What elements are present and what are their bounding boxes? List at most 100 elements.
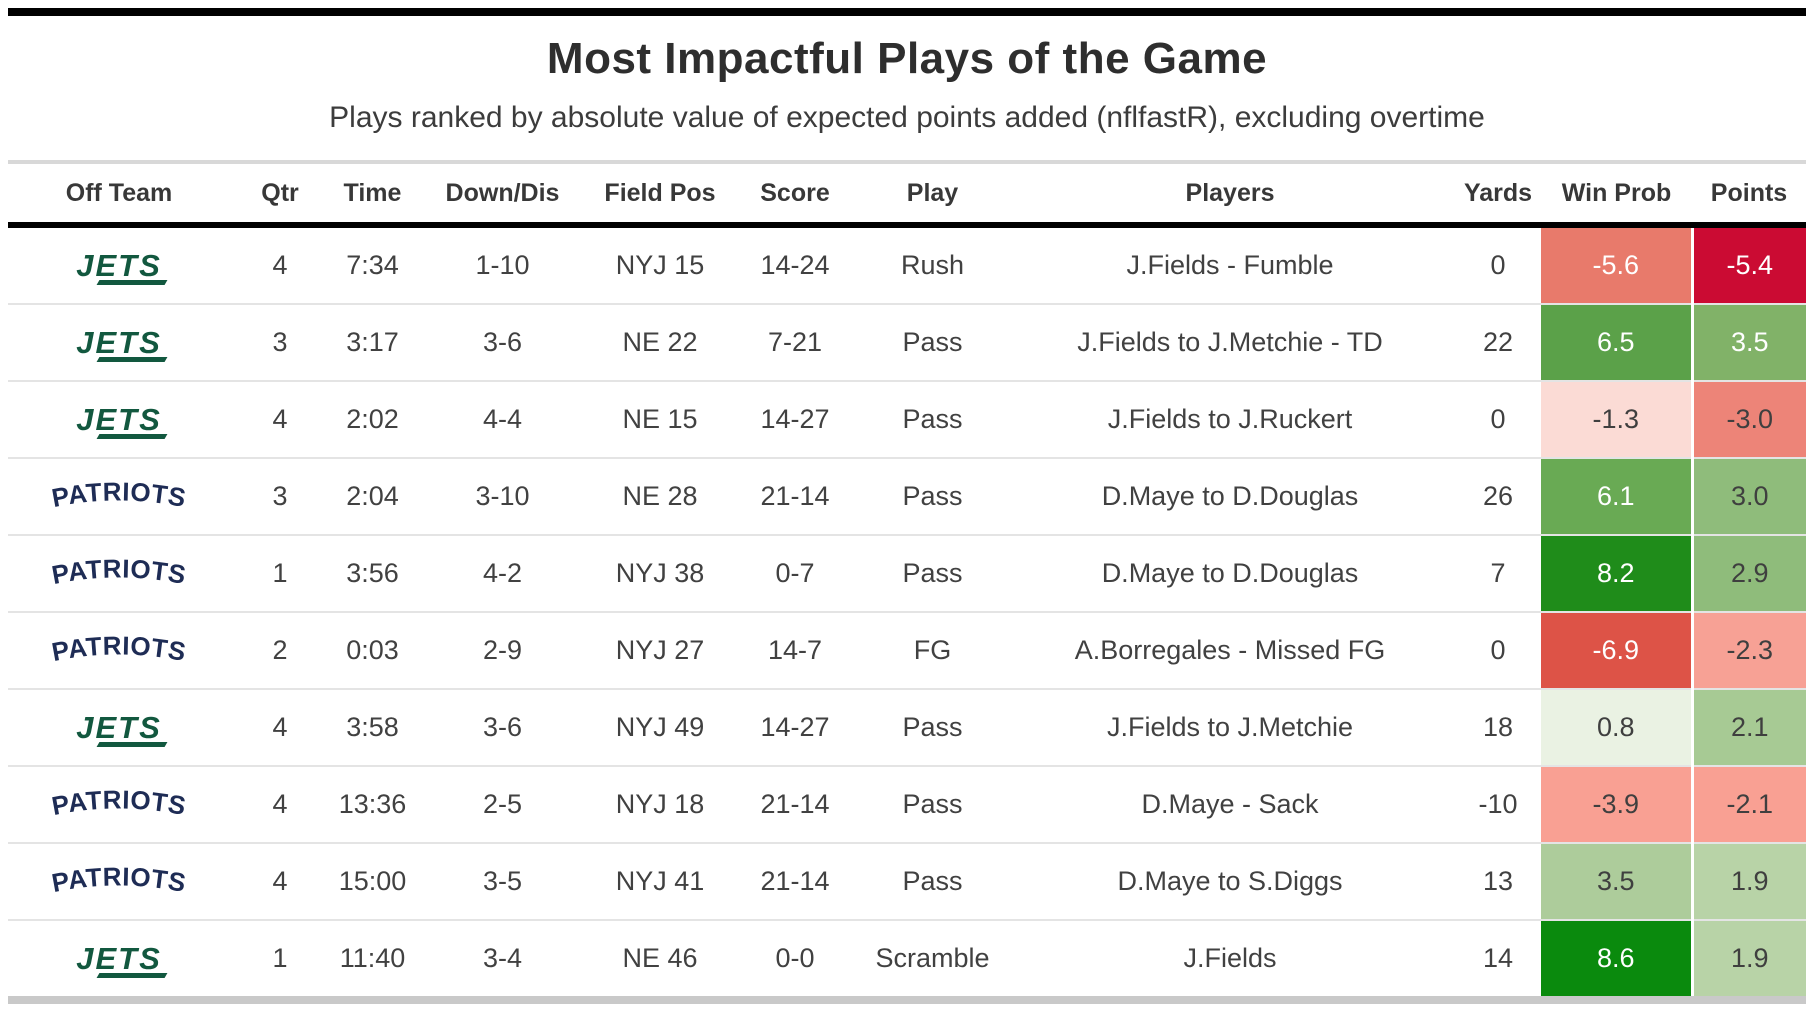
points-cell: 1.9 [1690,919,1806,996]
qtr-cell: 1 [230,919,330,996]
play-cell: Pass [860,380,1005,458]
score-cell: 14-27 [730,380,860,458]
col-header-score: Score [730,160,860,228]
play-cell: Pass [860,457,1005,535]
page-subtitle: Plays ranked by absolute value of expect… [329,101,1485,134]
play-cell: Rush [900,250,965,280]
time-cell: 15:00 [330,842,415,920]
win-prob-cell: 0.8 [1541,688,1692,766]
field-pos-cell: NYJ 49 [590,688,730,766]
win-prob-cell: 8.6 [1541,919,1692,996]
jets-underline-swoosh [97,356,168,362]
page-title: Most Impactful Plays of the Game [546,34,1268,83]
down-dis-cell: 1-10 [475,250,530,280]
jets-wordmark: JETS [76,324,162,360]
qtr-cell: 4 [230,842,330,920]
score-cell: 21-14 [730,842,860,920]
table-row: JETS 4 2:02 4-4 NE 15 14-27 Pass J.Field… [8,380,1806,458]
table-row: PATRIOTS 4 15:00 3-5 NYJ 41 21-14 Pass D… [8,842,1806,920]
players-cell: D.Maye to D.Douglas [1005,457,1455,535]
win-prob-cell: 6.5 [1541,303,1692,381]
field-pos-cell: NYJ 41 [590,842,730,920]
points-cell: 3.5 [1690,303,1806,381]
score-cell: 21-14 [730,765,860,843]
patriots-logo: PATRIOTS [49,630,188,667]
jets-wordmark: JETS [76,940,162,976]
time-cell: 3:17 [330,303,415,381]
play-cell: Pass [860,303,1005,381]
col-header-qtr: Qtr [230,160,330,228]
time-cell: 3:56 [330,534,415,612]
yards-cell: 7 [1455,534,1541,612]
yards-cell: 13 [1455,842,1541,920]
svg-text:PATRIOTS: PATRIOTS [49,784,188,821]
jets-logo: JETS [76,246,168,286]
field-pos-cell: NYJ 15 [615,250,705,280]
score-cell: 14-27 [730,688,860,766]
time-cell: 11:40 [330,919,415,996]
time-cell: 2:04 [330,457,415,535]
score-cell: 7-21 [730,303,860,381]
table-row: PATRIOTS 1 3:56 4-2 NYJ 38 0-7 Pass D.Ma… [8,534,1806,612]
yards-cell: 0 [1455,611,1541,689]
patriots-wordmark: PATRIOTS [49,861,188,898]
field-pos-cell: NE 22 [590,303,730,381]
win-prob-cell: 6.1 [1541,457,1692,535]
win-prob-cell: -5.6 [1541,225,1692,304]
patriots-wordmark: PATRIOTS [49,476,188,513]
table-row: PATRIOTS 2 0:03 2-9 NYJ 27 14-7 FG A.Bor… [8,611,1806,689]
col-header-yards: Yards [1455,160,1541,228]
play-cell: Pass [860,842,1005,920]
team-logo-cell: PATRIOTS [8,842,230,920]
col-header-win-prob: Win Prob [1541,160,1692,228]
team-logo-cell: JETS [8,303,230,381]
qtr-cell: 1 [230,534,330,612]
down-dis-cell: 3-6 [415,688,590,766]
players-cell: J.Fields to J.Ruckert [1005,380,1455,458]
col-header-play: Play [860,160,1005,228]
score-cell: 14-7 [730,611,860,689]
header-row: Off Team Qtr Time Down/Dis Field Pos Sco… [8,160,1806,228]
score-cell: 0-7 [730,534,860,612]
svg-text:PATRIOTS: PATRIOTS [49,553,188,590]
players-cell: J.Fields to J.Metchie [1005,688,1455,766]
yards-cell: 0 [1490,250,1506,280]
players-cell: J.Fields [1005,919,1455,996]
jets-wordmark: JETS [76,709,162,745]
yards-cell: 26 [1455,457,1541,535]
time-cell: 3:58 [330,688,415,766]
patriots-wordmark: PATRIOTS [49,630,188,667]
team-logo-cell: JETS [8,380,230,458]
play-cell: Pass [860,534,1005,612]
players-cell: D.Maye - Sack [1005,765,1455,843]
qtr-cell: 4 [230,765,330,843]
time-cell: 13:36 [330,765,415,843]
points-cell: 2.9 [1690,534,1806,612]
score-cell: 21-14 [730,457,860,535]
team-logo-cell: PATRIOTS [8,611,230,689]
yards-cell: 0 [1455,380,1541,458]
patriots-logo: PATRIOTS [49,861,188,898]
field-pos-cell: NYJ 27 [590,611,730,689]
team-logo-cell: JETS [8,688,230,766]
col-header-off-team: Off Team [8,160,230,228]
players-cell: D.Maye to D.Douglas [1005,534,1455,612]
patriots-logo: PATRIOTS [49,476,188,513]
players-cell: A.Borregales - Missed FG [1005,611,1455,689]
svg-text:PATRIOTS: PATRIOTS [49,630,188,667]
jets-underline-swoosh [97,972,168,978]
jets-wordmark: JETS [76,401,162,437]
jets-underline-swoosh [97,433,168,439]
down-dis-cell: 4-2 [415,534,590,612]
qtr-cell: 4 [272,250,288,280]
col-header-players: Players [1005,160,1455,228]
team-logo-cell: JETS [8,919,230,996]
table-graphic: Most Impactful Plays of the Game Plays r… [8,0,1806,1004]
down-dis-cell: 3-4 [415,919,590,996]
table-row: JETS 1 11:40 3-4 NE 46 0-0 Scramble J.Fi… [8,919,1806,996]
jets-wordmark: JETS [76,247,162,283]
jets-logo: JETS [76,400,168,440]
patriots-wordmark: PATRIOTS [49,553,188,590]
win-prob-cell: 3.5 [1541,842,1692,920]
qtr-cell: 4 [230,380,330,458]
